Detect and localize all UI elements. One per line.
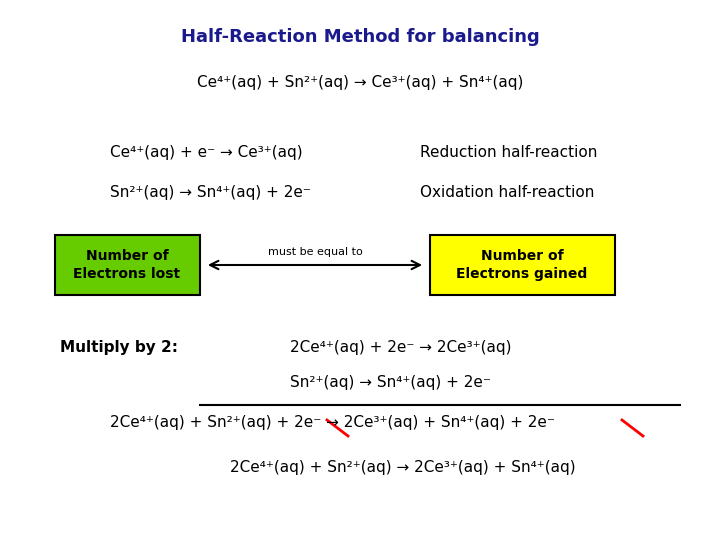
Text: Sn²⁺(aq) → Sn⁴⁺(aq) + 2e⁻: Sn²⁺(aq) → Sn⁴⁺(aq) + 2e⁻ <box>290 375 491 390</box>
Bar <box>55 235 200 295</box>
Text: 2Ce⁴⁺(aq) + Sn²⁺(aq) + 2e⁻ → 2Ce³⁺(aq) + Sn⁴⁺(aq) + 2e⁻: 2Ce⁴⁺(aq) + Sn²⁺(aq) + 2e⁻ → 2Ce³⁺(aq) +… <box>110 415 555 430</box>
Text: Reduction half-reaction: Reduction half-reaction <box>420 145 598 160</box>
Text: 2Ce⁴⁺(aq) + Sn²⁺(aq) → 2Ce³⁺(aq) + Sn⁴⁺(aq): 2Ce⁴⁺(aq) + Sn²⁺(aq) → 2Ce³⁺(aq) + Sn⁴⁺(… <box>230 460 575 475</box>
Text: Sn²⁺(aq) → Sn⁴⁺(aq) + 2e⁻: Sn²⁺(aq) → Sn⁴⁺(aq) + 2e⁻ <box>110 185 311 200</box>
Text: Half-Reaction Method for balancing: Half-Reaction Method for balancing <box>181 28 539 46</box>
Text: Oxidation half-reaction: Oxidation half-reaction <box>420 185 595 200</box>
Text: Ce⁴⁺(aq) + Sn²⁺(aq) → Ce³⁺(aq) + Sn⁴⁺(aq): Ce⁴⁺(aq) + Sn²⁺(aq) → Ce³⁺(aq) + Sn⁴⁺(aq… <box>197 75 523 90</box>
Bar <box>430 235 615 295</box>
Text: must be equal to: must be equal to <box>268 247 362 257</box>
Text: Number of
Electrons gained: Number of Electrons gained <box>456 249 588 281</box>
Text: Multiply by 2:: Multiply by 2: <box>60 340 178 355</box>
Text: 2Ce⁴⁺(aq) + 2e⁻ → 2Ce³⁺(aq): 2Ce⁴⁺(aq) + 2e⁻ → 2Ce³⁺(aq) <box>290 340 511 355</box>
Text: Ce⁴⁺(aq) + e⁻ → Ce³⁺(aq): Ce⁴⁺(aq) + e⁻ → Ce³⁺(aq) <box>110 145 302 160</box>
Text: Number of
Electrons lost: Number of Electrons lost <box>73 249 181 281</box>
